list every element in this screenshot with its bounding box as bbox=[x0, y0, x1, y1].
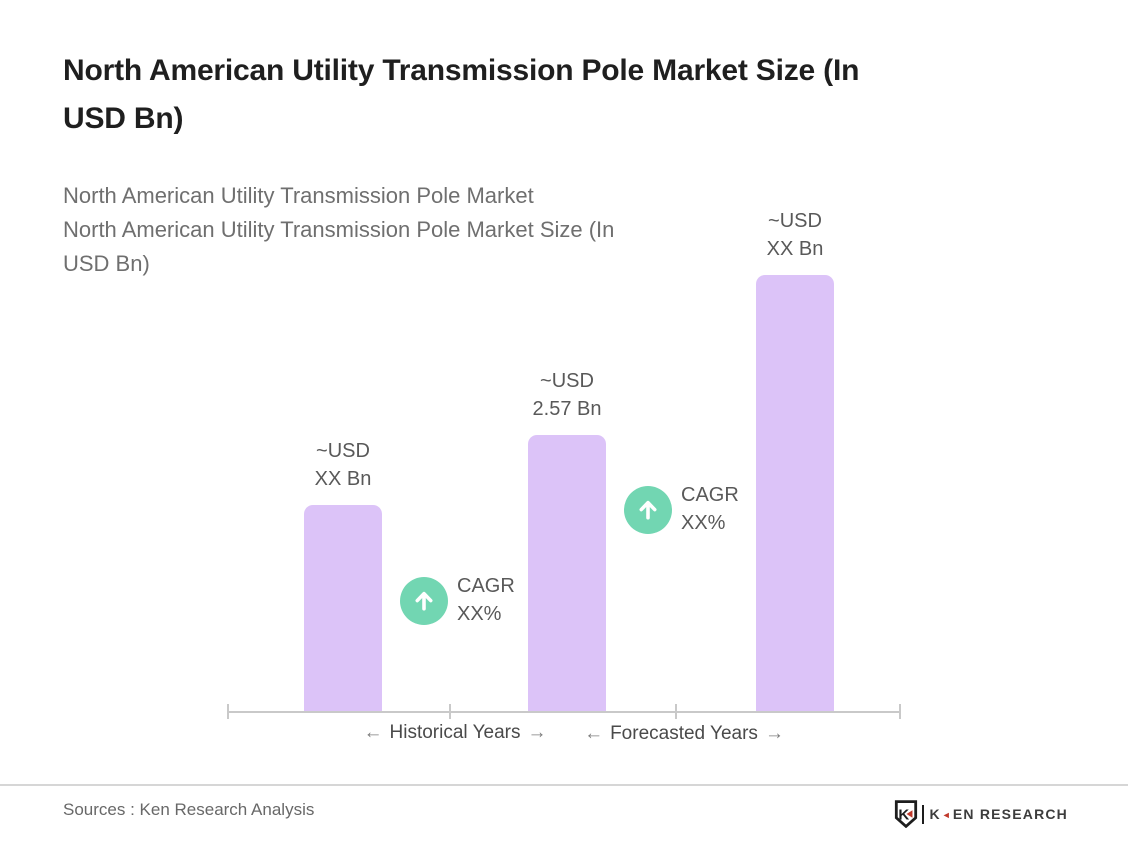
axis-tick bbox=[449, 704, 451, 719]
axis-segment-text: Historical Years bbox=[389, 722, 521, 743]
left-arrow-icon: ← bbox=[363, 722, 383, 743]
bar-group-historical: ~USD XX Bn bbox=[304, 437, 382, 712]
axis-segment-label-forecast: ← Forecasted Years → bbox=[554, 723, 814, 745]
page-title-line-1: North American Utility Transmission Pole… bbox=[63, 54, 860, 87]
bar-value-label: ~USD 2.57 Bn bbox=[532, 370, 602, 420]
subtitle-line-3: USD Bn) bbox=[63, 251, 150, 276]
subtitle-line-2: North American Utility Transmission Pole… bbox=[63, 217, 615, 242]
up-arrow-icon bbox=[400, 577, 448, 625]
chart-subtitle: North American Utility Transmission Pole… bbox=[63, 179, 614, 281]
bar-value-label: ~USD XX Bn bbox=[766, 210, 824, 260]
axis-tick bbox=[227, 704, 229, 719]
bar-value-label: ~USD XX Bn bbox=[314, 440, 372, 490]
axis-tick bbox=[899, 704, 901, 719]
axis-tick bbox=[675, 704, 677, 719]
sources-text: Sources : Ken Research Analysis bbox=[63, 800, 315, 819]
cagr-annotation-2: CAGR XX% bbox=[624, 481, 739, 537]
logo-divider bbox=[922, 804, 925, 824]
logo-wordmark: K◄EN RESEARCH bbox=[929, 806, 1068, 822]
right-arrow-icon: → bbox=[527, 722, 547, 743]
bar-forecast bbox=[756, 275, 834, 712]
up-arrow-icon bbox=[624, 486, 672, 534]
right-arrow-icon: → bbox=[764, 723, 784, 744]
axis-segment-text: Forecasted Years bbox=[610, 723, 758, 744]
cagr-label: CAGR XX% bbox=[681, 484, 739, 534]
page-title-line-2: USD Bn) bbox=[63, 102, 184, 135]
svg-text:K: K bbox=[899, 806, 910, 823]
axis-segment-label-historical: ← Historical Years → bbox=[325, 722, 585, 744]
page-title: North American Utility Transmission Pole… bbox=[63, 47, 1073, 143]
bar-historical bbox=[304, 505, 382, 712]
logo-badge-icon: K bbox=[895, 800, 918, 828]
bar-group-base-year: ~USD 2.57 Bn bbox=[528, 367, 606, 712]
left-arrow-icon: ← bbox=[584, 723, 604, 744]
footer-divider bbox=[0, 784, 1128, 786]
ken-research-logo: K K◄EN RESEARCH bbox=[894, 799, 1068, 829]
x-axis bbox=[228, 711, 901, 713]
logo-red-triangle-icon: ◄ bbox=[941, 810, 952, 820]
bar-group-forecast: ~USD XX Bn bbox=[756, 207, 834, 712]
subtitle-line-1: North American Utility Transmission Pole… bbox=[63, 183, 534, 208]
cagr-label: CAGR XX% bbox=[457, 575, 515, 625]
bar-base-year bbox=[528, 435, 606, 712]
cagr-annotation-1: CAGR XX% bbox=[400, 572, 515, 628]
